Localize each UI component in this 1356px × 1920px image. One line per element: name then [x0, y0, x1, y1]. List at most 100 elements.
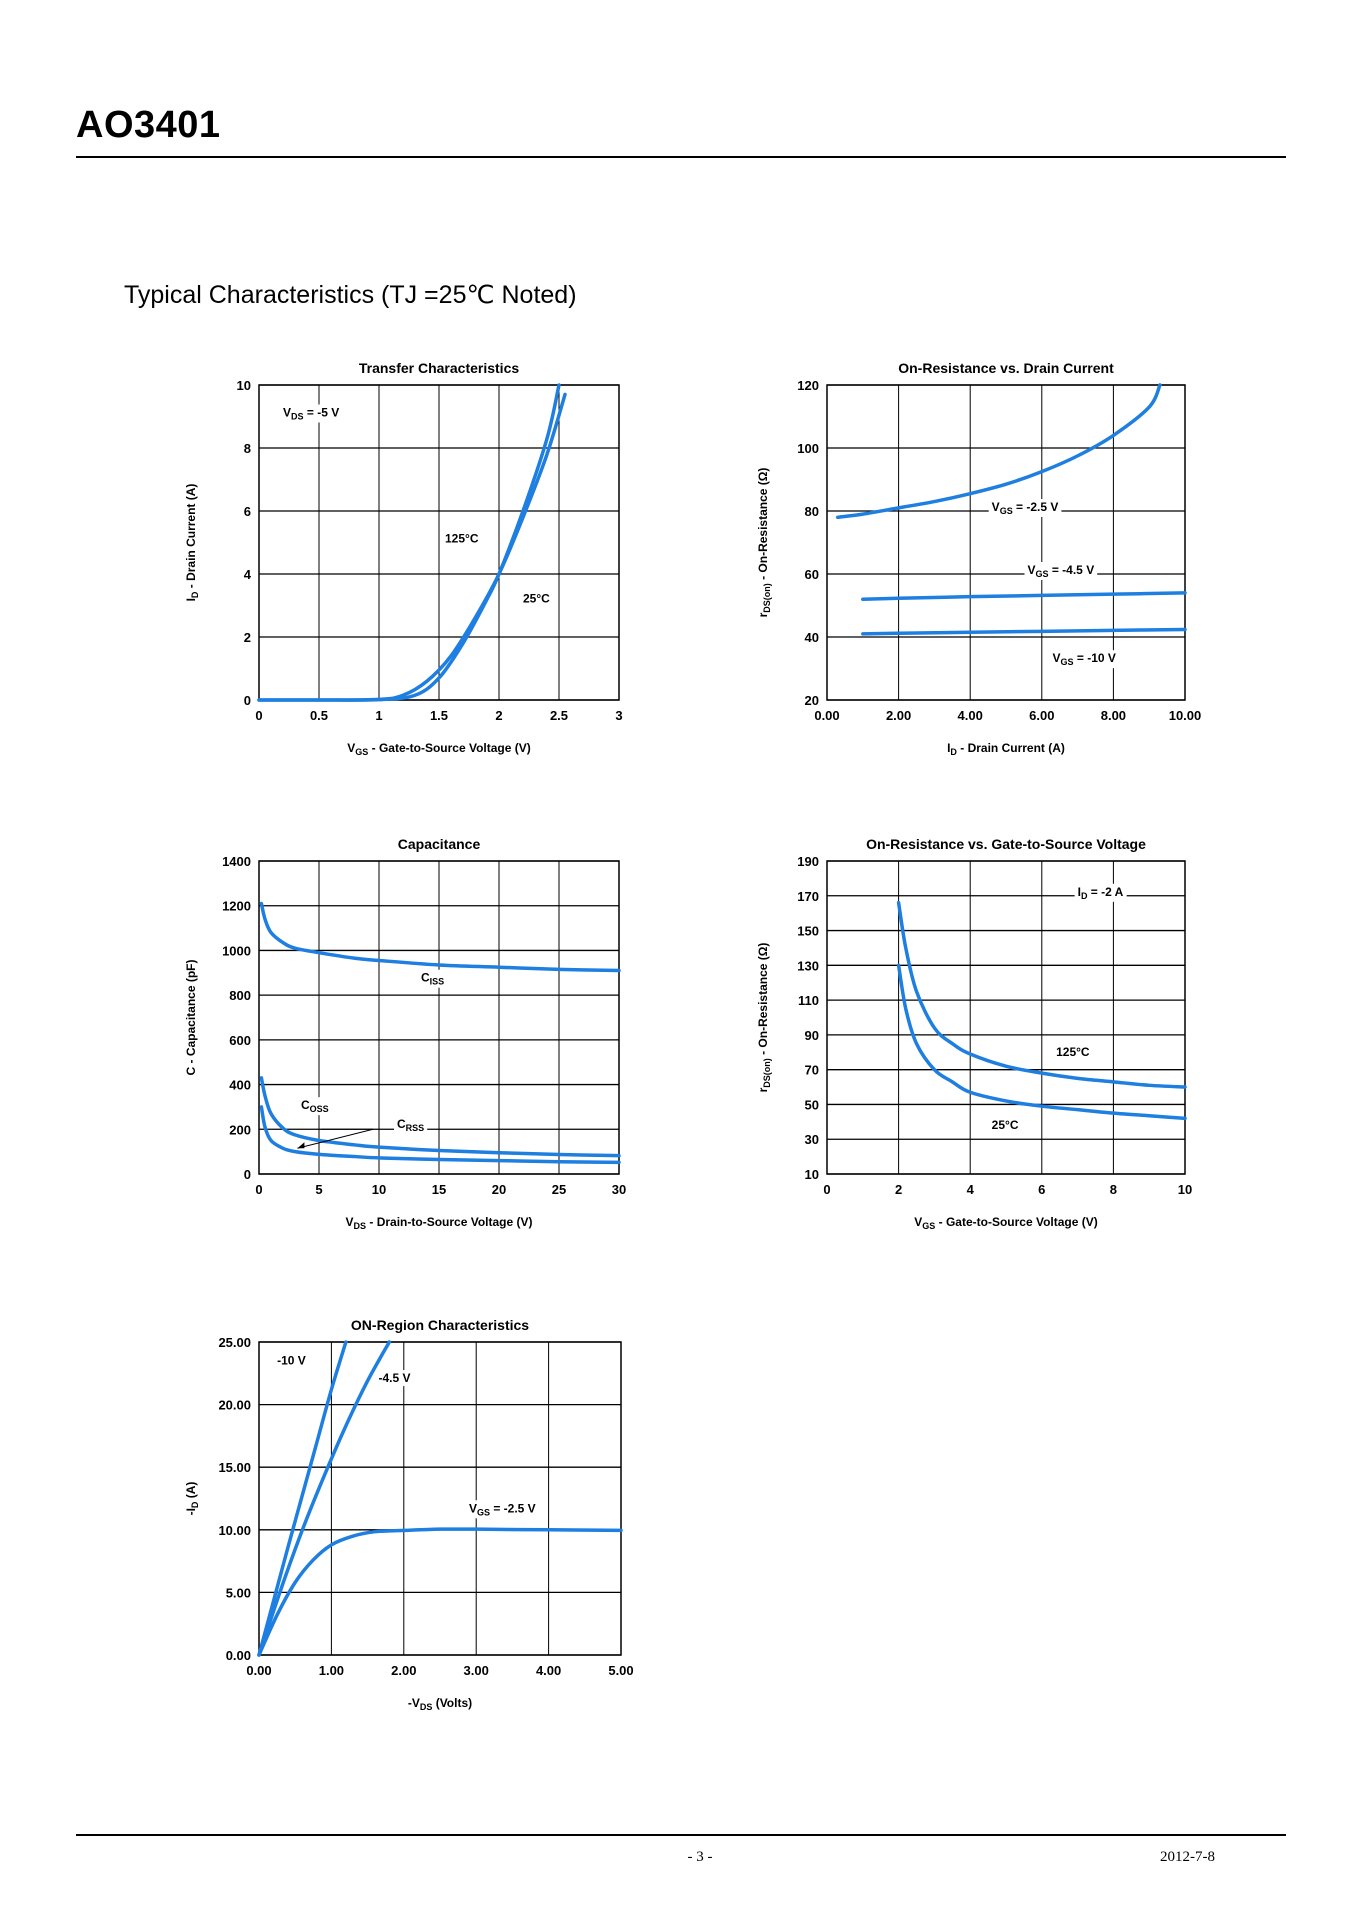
- rds-vs-id-title: On-Resistance vs. Drain Current: [898, 360, 1114, 376]
- capacitance-plot-frame: [258, 860, 620, 1175]
- on-region-xtick-label: 0.00: [246, 1663, 271, 1678]
- on-region-annotation-bg: [465, 1500, 539, 1519]
- rds-vs-vgs-annotation-bg: [1053, 1043, 1093, 1060]
- transfer-xtick-label: 2: [495, 708, 502, 723]
- part-number: AO3401: [76, 104, 221, 146]
- rds-vs-vgs-series-line: [896, 963, 1187, 1121]
- transfer-series-line: [257, 383, 561, 702]
- rds-vs-id-xtick-label: 4.00: [958, 708, 983, 723]
- footer-date: 2012-7-8: [1160, 1849, 1215, 1865]
- rds-vs-id-annotation: VGS = -4.5 V: [1027, 563, 1094, 579]
- on-region-ylabel: -ID (A): [184, 1482, 200, 1516]
- capacitance-annotation: CISS: [421, 971, 444, 987]
- capacitance-annotation-bg: [394, 1116, 428, 1135]
- rds-vs-id-series-line: [861, 627, 1187, 636]
- capacitance-series-line: [259, 901, 621, 973]
- rds-vs-id-ytick-label: 20: [805, 693, 819, 708]
- capacitance-xlabel: VDS - Drain-to-Source Voltage (V): [346, 1215, 533, 1231]
- on-region-series-line: [257, 1340, 392, 1657]
- rds-vs-vgs-xtick-label: 0: [823, 1182, 830, 1197]
- transfer-annotation: 25°C: [523, 591, 550, 605]
- transfer-ytick-label: 4: [244, 567, 252, 582]
- rds-vs-vgs-annotation: ID = -2 A: [1078, 885, 1124, 901]
- transfer-ytick-label: 2: [244, 630, 251, 645]
- capacitance-ytick-label: 800: [229, 988, 251, 1003]
- rds-vs-vgs-plot-frame: [826, 860, 1186, 1175]
- capacitance-title: Capacitance: [398, 836, 481, 852]
- rds-vs-id-ylabel: rDS(on) - On-Resistance (Ω): [756, 468, 772, 618]
- rds-vs-vgs-ytick-label: 110: [798, 993, 819, 1008]
- capacitance-series-line: [259, 1105, 621, 1165]
- header-rule: [76, 156, 1286, 158]
- rds-vs-id-annotation-bg: [1024, 562, 1098, 580]
- capacitance-ytick-label: 0: [244, 1167, 251, 1182]
- capacitance-xtick-label: 25: [552, 1182, 566, 1197]
- on-region-xtick-label: 3.00: [464, 1663, 489, 1678]
- capacitance-series-line: [259, 1076, 621, 1158]
- on-region-xtick-label: 2.00: [391, 1663, 416, 1678]
- transfer-annotation-bg: [520, 590, 554, 607]
- rds-vs-vgs-ylabel: rDS(on) - On-Resistance (Ω): [756, 943, 772, 1093]
- rds-vs-id-xlabel: ID - Drain Current (A): [947, 741, 1065, 757]
- rds-vs-vgs-ytick-label: 50: [805, 1097, 819, 1112]
- capacitance-xtick-label: 10: [372, 1182, 386, 1197]
- rds-vs-vgs-ytick-label: 130: [797, 958, 819, 973]
- on-region-annotation: VGS = -2.5 V: [469, 1501, 536, 1517]
- rds-vs-vgs-ytick-label: 10: [805, 1167, 819, 1182]
- transfer-series-line: [257, 392, 567, 702]
- rds-vs-id-annotation: VGS = -2.5 V: [992, 500, 1059, 516]
- rds-vs-id-series-line: [835, 383, 1162, 520]
- on-region-annotation-bg: [274, 1352, 309, 1369]
- transfer-xtick-label: 1.5: [430, 708, 448, 723]
- rds-vs-id-ytick-label: 80: [805, 504, 819, 519]
- capacitance-ytick-label: 1400: [222, 854, 251, 869]
- rds-vs-id-xtick-label: 0.00: [814, 708, 839, 723]
- capacitance-annotation-bg: [298, 1097, 332, 1116]
- rds-vs-vgs-ytick-label: 170: [797, 889, 819, 904]
- footer-rule: [76, 1834, 1286, 1836]
- transfer-xtick-label: 0: [255, 708, 262, 723]
- transfer-ylabel: ID - Drain Current (A): [184, 484, 200, 602]
- rds-vs-vgs-ytick-label: 150: [797, 924, 819, 939]
- rds-vs-id-plot-frame: [826, 384, 1186, 701]
- on-region-annotation-bg: [375, 1370, 414, 1387]
- rds-vs-vgs-ytick-label: 90: [805, 1028, 819, 1043]
- on-region-ytick-label: 0.00: [226, 1648, 251, 1663]
- rds-vs-id-ytick-label: 120: [797, 378, 819, 393]
- rds-vs-vgs-annotation-bg: [1074, 883, 1127, 902]
- on-region-ytick-label: 20.00: [218, 1398, 251, 1413]
- on-region-xtick-label: 4.00: [536, 1663, 561, 1678]
- capacitance-xtick-label: 15: [432, 1182, 446, 1197]
- transfer-xlabel: VGS - Gate-to-Source Voltage (V): [347, 741, 531, 757]
- on-region-xtick-label: 5.00: [608, 1663, 633, 1678]
- rds-vs-vgs-annotation: 125°C: [1056, 1045, 1090, 1059]
- rds-vs-id-ytick-label: 40: [805, 630, 819, 645]
- transfer-annotation: VDS = -5 V: [283, 406, 339, 422]
- on-region-ytick-label: 15.00: [218, 1460, 251, 1475]
- capacitance-xtick-label: 0: [255, 1182, 262, 1197]
- capacitance-ytick-label: 1000: [222, 943, 251, 958]
- rds-vs-id-ytick-label: 60: [805, 567, 819, 582]
- section-title: Typical Characteristics (TJ =25℃ Noted): [124, 281, 577, 309]
- transfer-annotation: 125°C: [445, 532, 479, 546]
- capacitance-ytick-label: 200: [229, 1122, 251, 1137]
- on-region-xtick-label: 1.00: [319, 1663, 344, 1678]
- transfer-annotation-bg: [280, 404, 343, 423]
- rds-vs-vgs-ytick-label: 190: [797, 854, 819, 869]
- transfer-plot-frame: [258, 384, 620, 701]
- rds-vs-id-xtick-label: 10.00: [1169, 708, 1202, 723]
- rds-vs-id-annotation: VGS = -10 V: [1053, 651, 1116, 667]
- transfer-ytick-label: 0: [244, 693, 251, 708]
- capacitance-ytick-label: 400: [229, 1078, 251, 1093]
- on-region-series-line: [257, 1340, 348, 1657]
- capacitance-annotation: CRSS: [397, 1117, 424, 1133]
- rds-vs-id-xtick-label: 6.00: [1029, 708, 1054, 723]
- on-region-annotation: -10 V: [277, 1354, 306, 1368]
- capacitance-crss-arrowhead: [297, 1142, 305, 1149]
- on-region-title: ON-Region Characteristics: [351, 1317, 529, 1333]
- rds-vs-id-xtick-label: 2.00: [886, 708, 911, 723]
- rds-vs-vgs-annotation-bg: [988, 1116, 1022, 1133]
- page-number: - 3 -: [687, 1849, 713, 1865]
- transfer-xtick-label: 2.5: [550, 708, 568, 723]
